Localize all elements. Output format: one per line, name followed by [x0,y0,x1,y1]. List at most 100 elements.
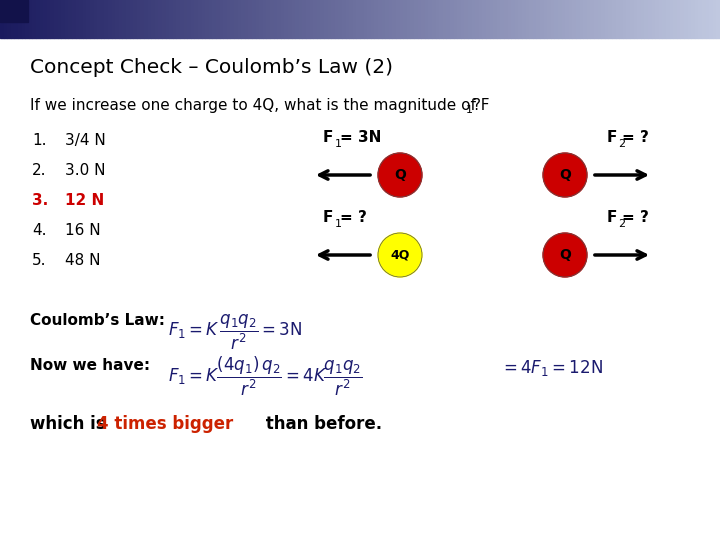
Bar [284,0,288,38]
Bar [367,0,371,38]
Bar [104,0,108,38]
Bar [655,0,659,38]
Bar [392,0,396,38]
Text: = ?: = ? [622,130,649,145]
Bar [158,0,162,38]
Text: Q: Q [559,168,571,182]
Bar [569,0,572,38]
Bar [446,0,450,38]
Bar [230,0,234,38]
Text: 16 N: 16 N [65,223,101,238]
Bar [662,0,666,38]
Text: $\mathbf{F}$: $\mathbf{F}$ [606,129,617,145]
Bar [576,0,580,38]
Bar [274,0,277,38]
Text: = 3N: = 3N [340,130,382,145]
Bar [526,0,529,38]
Bar [248,0,252,38]
Bar [115,0,119,38]
Bar [256,0,259,38]
Bar [65,0,68,38]
Bar [76,0,79,38]
Bar [184,0,187,38]
Text: 4.: 4. [32,223,47,238]
Text: Now we have:: Now we have: [30,358,150,373]
Bar [644,0,648,38]
Bar [205,0,209,38]
Bar [220,0,223,38]
Bar [619,0,623,38]
Bar [432,0,436,38]
Bar [666,0,670,38]
Bar [659,0,662,38]
Text: 4 times bigger: 4 times bigger [97,415,233,433]
Bar [418,0,421,38]
Bar [428,0,432,38]
Bar [94,0,97,38]
Bar [475,0,479,38]
Circle shape [543,233,587,277]
Bar [79,0,83,38]
Bar [191,0,194,38]
Bar [310,0,313,38]
Bar [580,0,583,38]
Bar [547,0,551,38]
Bar [706,0,709,38]
Bar [50,0,54,38]
Bar [374,0,378,38]
Bar [709,0,713,38]
Bar [7,0,11,38]
Bar [403,0,407,38]
Bar [187,0,191,38]
Bar [443,0,446,38]
Bar [119,0,122,38]
Bar [608,0,612,38]
Bar [126,0,130,38]
Text: 3.: 3. [32,193,48,208]
Text: = ?: = ? [340,210,367,225]
Bar [227,0,230,38]
Bar [90,0,94,38]
Bar [356,0,360,38]
Bar [695,0,698,38]
Bar [130,0,133,38]
Bar [25,0,29,38]
Bar [320,0,324,38]
Bar [511,0,515,38]
Bar [587,0,590,38]
Bar [364,0,367,38]
Bar [540,0,544,38]
Bar [385,0,389,38]
Bar [173,0,176,38]
Bar [486,0,490,38]
Bar [245,0,248,38]
Bar [29,0,32,38]
Bar [490,0,493,38]
Bar [558,0,562,38]
Bar [112,0,115,38]
Bar [493,0,497,38]
Bar [86,0,90,38]
Bar [407,0,410,38]
Bar [238,0,241,38]
Bar [140,0,144,38]
Bar [148,0,151,38]
Bar [263,0,266,38]
Bar [439,0,443,38]
Bar [400,0,403,38]
Bar [349,0,353,38]
Bar [180,0,184,38]
Bar [436,0,439,38]
Bar [40,0,43,38]
Bar [598,0,601,38]
Bar [194,0,198,38]
Bar [414,0,418,38]
Text: 1: 1 [335,139,342,149]
Bar [648,0,652,38]
Bar [209,0,212,38]
Bar [61,0,65,38]
Text: = ?: = ? [622,210,649,225]
Bar [169,0,173,38]
Text: ?: ? [473,98,481,113]
Bar [396,0,400,38]
